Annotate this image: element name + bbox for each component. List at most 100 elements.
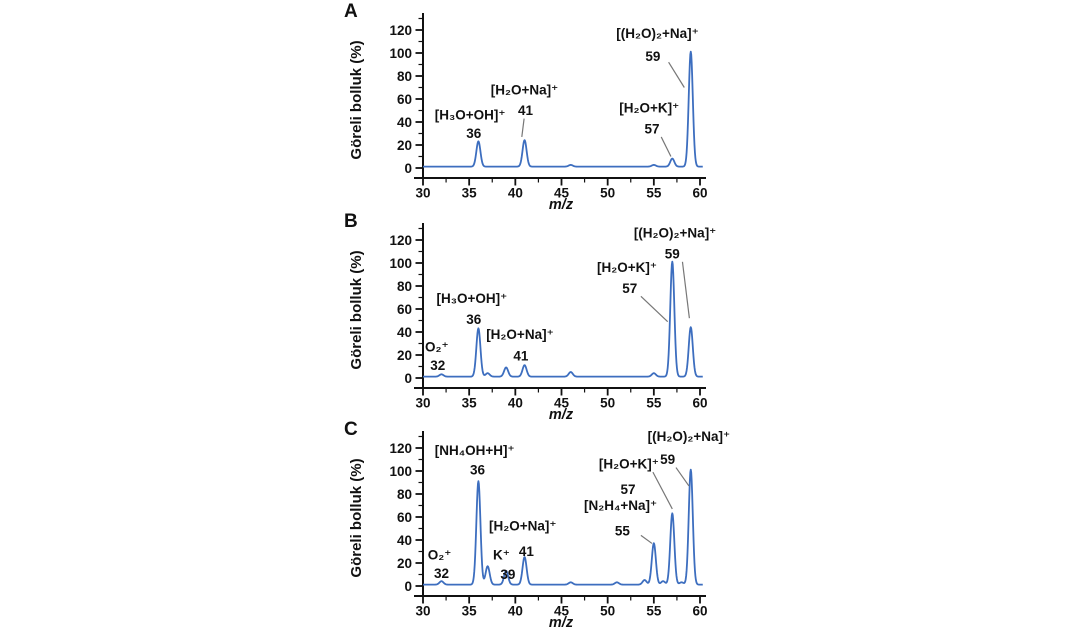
y-tick-label: 120: [389, 233, 412, 248]
peak-annotation: O₂⁺: [425, 339, 449, 354]
spectrum-line: [422, 50, 704, 168]
y-axis-title: Göreli bolluk (%): [348, 458, 365, 577]
y-tick-label: 100: [389, 256, 412, 271]
y-tick-label: 0: [404, 161, 412, 176]
y-tick-label: 80: [397, 279, 412, 294]
y-tick-label: 0: [404, 371, 412, 386]
y-tick-label: 60: [397, 92, 412, 107]
y-tick-label: 20: [397, 556, 412, 571]
x-tick-label: 40: [508, 604, 523, 619]
peak-annotation: 36: [466, 126, 482, 141]
leader-line: [660, 136, 672, 157]
peak-annotation: [H₂O+K]⁺: [597, 260, 657, 275]
leader-line: [675, 467, 690, 487]
x-axis-title: m/z: [549, 407, 574, 423]
mass-spectrum-chart-B: 0 20 40 60 80 100 120 30 35 40 45 50 55 60 Göreli boll…: [348, 223, 717, 423]
mass-spectrum-chart-A: 0 20 40 60 80 100 120 30 35 40 45 50 55 60 Göreli boll…: [348, 13, 708, 213]
y-axis-title: Göreli bolluk (%): [348, 40, 365, 159]
y-tick-label: 20: [397, 348, 412, 363]
peak-annotation: 57: [620, 482, 635, 497]
leader-line: [640, 534, 653, 544]
peak-annotation: [(H₂O)₂+Na]⁺: [648, 429, 731, 444]
peak-annotation: 41: [519, 544, 535, 559]
peak-annotation: [(H₂O)₂+Na]⁺: [616, 26, 699, 41]
peak-annotation: 57: [622, 281, 637, 296]
spectrum-line: [422, 260, 704, 378]
x-tick-label: 55: [646, 186, 662, 201]
peak-annotation: 36: [470, 462, 486, 477]
peak-annotation: [H₂O+Na]⁺: [489, 519, 557, 534]
y-tick-label: 20: [397, 138, 412, 153]
y-tick-label: 60: [397, 510, 412, 525]
spectrum-line: [422, 468, 704, 586]
x-tick-label: 60: [692, 396, 707, 411]
y-tick-label: 0: [404, 579, 412, 594]
x-tick-label: 50: [600, 396, 615, 411]
x-tick-label: 60: [692, 186, 707, 201]
x-tick-label: 45: [554, 604, 570, 619]
peak-annotation: 41: [513, 349, 529, 364]
y-tick-label: 120: [389, 23, 412, 38]
x-axis-title: m/z: [549, 615, 574, 631]
y-tick-label: 40: [397, 115, 412, 130]
y-tick-label: 80: [397, 69, 412, 84]
x-axis-title: m/z: [549, 197, 574, 213]
peak-annotation: 59: [665, 246, 680, 261]
peak-annotation: [NH₄OH+H]⁺: [435, 443, 515, 458]
x-tick-label: 30: [415, 186, 430, 201]
leader-line: [652, 471, 673, 510]
panel-A: A 0 20 40 60 80 100 120 30 35 40 45 50 55 60 Göreli bo…: [314, 0, 754, 213]
x-tick-label: 60: [692, 604, 707, 619]
y-tick-label: 40: [397, 533, 412, 548]
peak-annotation: [H₃O+OH]⁺: [437, 291, 508, 306]
peak-annotation: 39: [500, 567, 515, 582]
panel-C: C 0 20 40 60 80 100 120 30 35 40 45 50 55 60 Göreli bo…: [314, 418, 754, 631]
leader-line: [681, 261, 690, 319]
panel-letter-B: B: [344, 211, 358, 232]
peak-annotation: 32: [434, 566, 449, 581]
x-tick-label: 30: [415, 396, 430, 411]
x-tick-label: 50: [600, 604, 615, 619]
x-tick-label: 35: [462, 186, 478, 201]
peak-annotation: 36: [466, 312, 482, 327]
panel-B: B 0 20 40 60 80 100 120 30 35 40 45 50 55 60 Göreli bo…: [314, 210, 754, 423]
x-tick-label: 50: [600, 186, 615, 201]
peak-annotation: [N₂H₄+Na]⁺: [584, 498, 657, 513]
peak-annotation: [H₂O+K]⁺: [619, 101, 679, 116]
y-tick-label: 100: [389, 464, 412, 479]
peak-annotation: [H₃O+OH]⁺: [435, 108, 506, 123]
peak-annotation: K⁺: [493, 547, 510, 562]
y-tick-label: 40: [397, 325, 412, 340]
peak-annotation: 57: [644, 121, 659, 136]
x-tick-label: 45: [554, 396, 570, 411]
peak-annotation: [H₂O+Na]⁺: [486, 327, 554, 342]
y-tick-label: 80: [397, 487, 412, 502]
leader-line: [668, 61, 685, 88]
y-tick-label: 120: [389, 441, 412, 456]
x-tick-label: 40: [508, 396, 523, 411]
peak-annotation: 59: [645, 49, 660, 64]
y-tick-label: 60: [397, 302, 412, 317]
peak-annotation: 59: [660, 452, 675, 467]
peak-annotation: 32: [430, 358, 445, 373]
peak-annotation: [H₂O+Na]⁺: [491, 82, 559, 97]
peak-annotation: 55: [615, 523, 631, 538]
peak-annotation: [(H₂O)₂+Na]⁺: [634, 226, 717, 241]
x-tick-label: 45: [554, 186, 570, 201]
peak-annotation: 41: [518, 103, 534, 118]
x-tick-label: 35: [462, 396, 478, 411]
y-axis-title: Göreli bolluk (%): [348, 250, 365, 369]
x-tick-label: 35: [462, 604, 478, 619]
panel-letter-C: C: [344, 419, 358, 440]
peak-annotation: [H₂O+K]⁺: [599, 457, 659, 472]
x-tick-label: 55: [646, 396, 662, 411]
mass-spectrum-chart-C: 0 20 40 60 80 100 120 30 35 40 45 50 55 60 Göreli boll…: [348, 429, 731, 631]
y-tick-label: 100: [389, 46, 412, 61]
peak-annotation: O₂⁺: [428, 547, 452, 562]
leader-line: [640, 295, 669, 323]
leader-line: [521, 118, 525, 138]
panel-letter-A: A: [344, 1, 358, 22]
x-tick-label: 30: [415, 604, 430, 619]
x-tick-label: 55: [646, 604, 662, 619]
